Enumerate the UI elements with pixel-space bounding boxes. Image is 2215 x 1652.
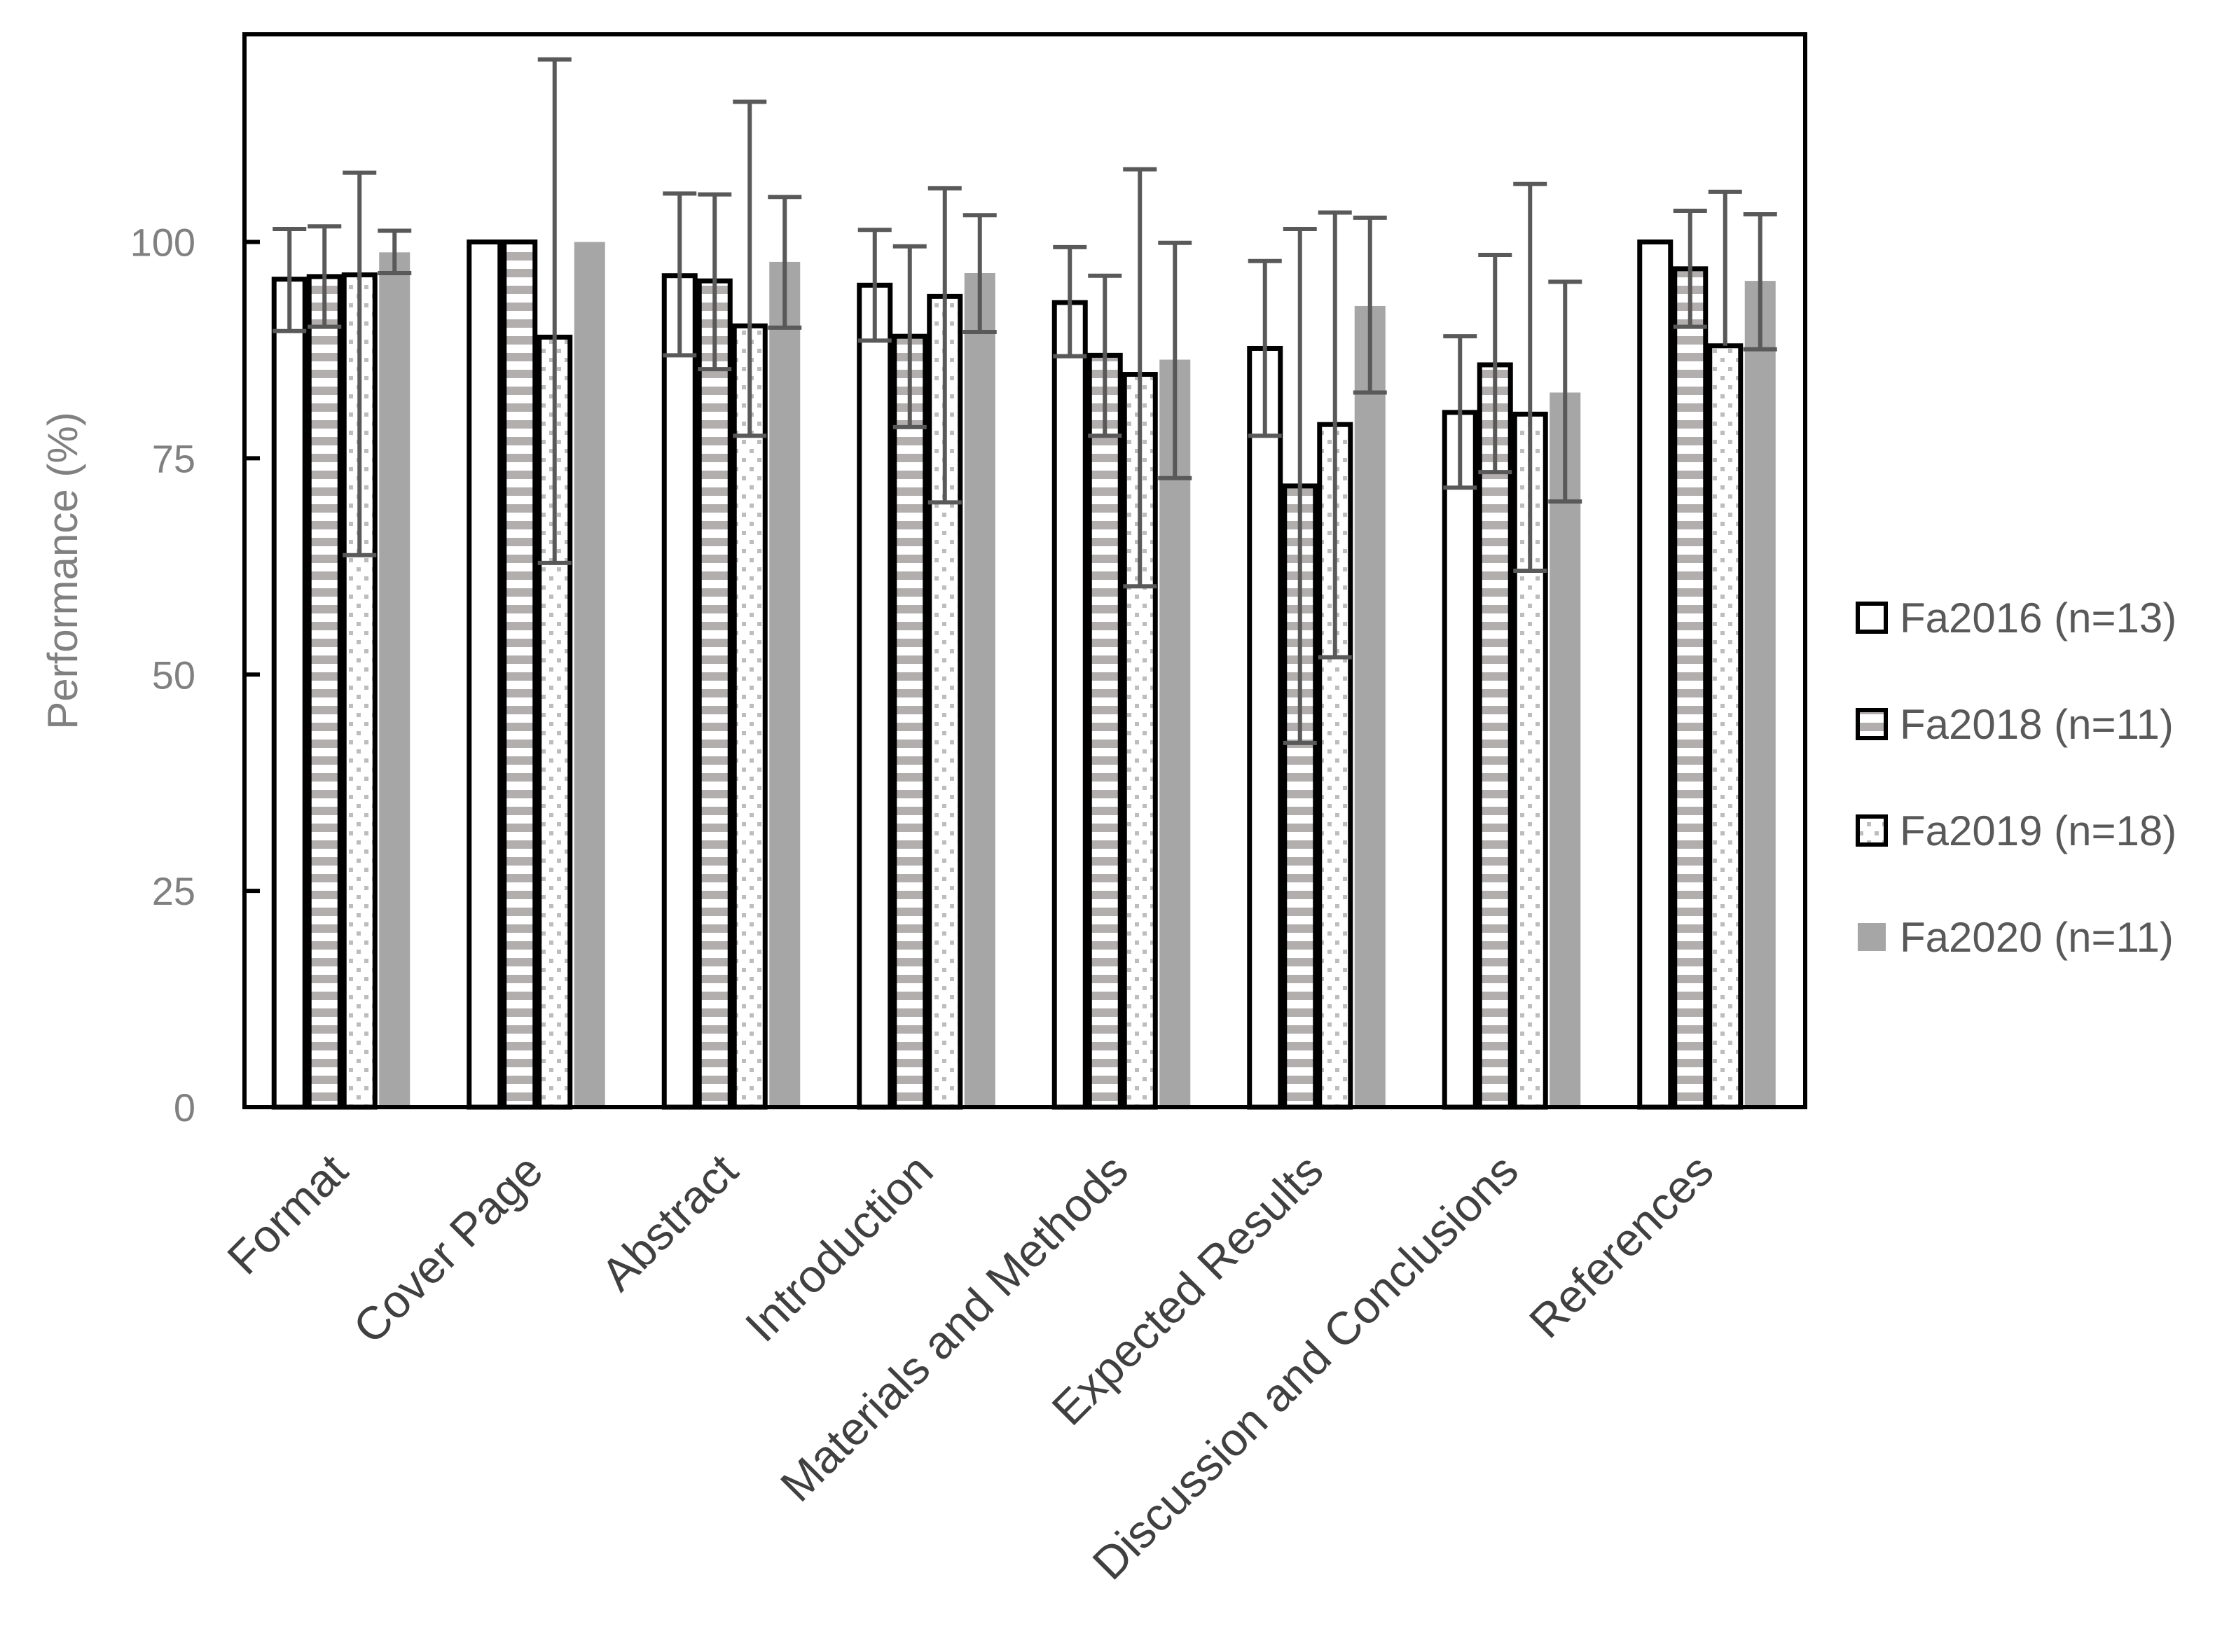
y-tick-label: 100 <box>130 221 195 265</box>
legend-swatch-2 <box>1856 814 1888 847</box>
bar-2-2 <box>731 323 768 1110</box>
x-tick-label: Format <box>217 1144 357 1284</box>
x-tick-label: Materials and Methods <box>771 1144 1138 1511</box>
plot-frame <box>242 32 1807 1109</box>
bar-1-1 <box>502 240 538 1110</box>
bar-1-0 <box>306 274 343 1110</box>
bar-0-6 <box>1442 410 1478 1110</box>
legend-label: Fa2018 (n=11) <box>1900 701 2174 748</box>
bar-0-1 <box>467 240 503 1110</box>
y-tick-label: 50 <box>152 653 195 697</box>
legend-label: Fa2016 (n=13) <box>1900 595 2176 641</box>
y-tick-label: 0 <box>174 1085 195 1130</box>
bar-1-4 <box>1086 352 1123 1110</box>
x-tick-label: Introduction <box>735 1144 942 1352</box>
y-axis: 0 25 50 75 100 <box>130 221 260 1130</box>
x-tick-label: References <box>1519 1144 1723 1348</box>
bar-1-7 <box>1672 266 1709 1110</box>
bars-layer <box>271 240 1776 1110</box>
legend-swatch-1 <box>1856 708 1888 740</box>
bar-2-4 <box>1122 372 1158 1110</box>
bar-0-0 <box>271 277 308 1110</box>
legend-swatch-3 <box>1858 923 1886 951</box>
bar-1-2 <box>696 278 733 1110</box>
bar-3-2 <box>769 261 801 1107</box>
bar-0-5 <box>1247 345 1283 1110</box>
y-tick-label: 75 <box>152 436 195 480</box>
bar-3-1 <box>574 242 605 1108</box>
bar-0-3 <box>857 282 893 1110</box>
bar-0-7 <box>1637 240 1674 1110</box>
bar-3-0 <box>379 252 410 1108</box>
bar-3-3 <box>964 272 995 1108</box>
legend-label: Fa2019 (n=18) <box>1900 807 2176 854</box>
bar-0-4 <box>1051 300 1088 1110</box>
error-bars-layer <box>272 57 1777 745</box>
bar-3-6 <box>1550 392 1581 1107</box>
x-tick-label: Abstract <box>591 1144 748 1301</box>
bar-1-3 <box>892 333 928 1110</box>
bar-3-7 <box>1744 281 1776 1107</box>
bar-3-5 <box>1354 305 1386 1108</box>
legend-label: Fa2020 (n=11) <box>1900 914 2174 961</box>
bar-2-7 <box>1707 343 1744 1110</box>
legend: Fa2016 (n=13) Fa2018 (n=11) Fa2019 (n=18) F… <box>1856 595 2176 961</box>
x-tick-label: Discussion and Conclusions <box>1082 1144 1528 1590</box>
y-axis-title: Performance (%) <box>39 412 86 729</box>
bar-0-2 <box>661 273 698 1110</box>
legend-swatch-0 <box>1856 602 1888 634</box>
y-tick-label: 25 <box>152 869 195 913</box>
bar-3-4 <box>1159 359 1191 1107</box>
x-tick-label: Cover Page <box>343 1144 553 1354</box>
bar-1-6 <box>1477 362 1513 1110</box>
